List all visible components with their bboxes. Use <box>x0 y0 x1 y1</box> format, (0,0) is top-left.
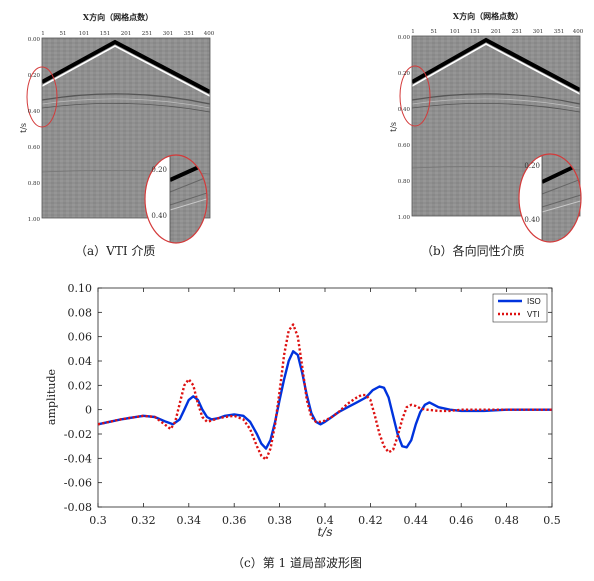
direct-wave-event <box>42 39 210 94</box>
x-tick-label: 301 <box>163 31 174 37</box>
x-tick-label: 151 <box>100 31 111 37</box>
x-tick-label: 0.38 <box>267 514 292 527</box>
inset-tick-2: 0.40 <box>151 212 167 220</box>
panel-caption-b: （b）各向同性介质 <box>421 244 525 258</box>
x-tick-label: 51 <box>60 31 67 37</box>
x-tick-label: 0.4 <box>316 514 334 527</box>
direct-wave-event-halo <box>42 45 210 97</box>
y-tick-label: 0.00 <box>28 37 41 43</box>
x-tick-label: 51 <box>431 29 438 35</box>
seismic-panel-a: 0.20 0.40 X方向（网格点数） 1 51 101 151 201 251… <box>0 0 297 265</box>
reflection-event-3 <box>412 102 580 113</box>
x-tick-label: 0.5 <box>543 514 561 527</box>
x-tick-label: 400 <box>573 29 584 35</box>
reflection-event-2 <box>42 98 210 109</box>
x-tick-label: 0.32 <box>131 514 156 527</box>
y-tick-label: 0 <box>85 404 92 417</box>
x-tick-label: 301 <box>533 29 544 35</box>
x-tick-label: 400 <box>204 31 215 37</box>
y-axis-label: t/s <box>19 123 28 133</box>
x-tick-labels: 1 51 101 151 201 251 301 351 400 <box>411 29 583 35</box>
x-tick-label: 251 <box>142 31 153 37</box>
y-tick-label: 1.00 <box>28 217 41 223</box>
y-tick-label: 0.40 <box>28 109 41 115</box>
x-tick-label: 101 <box>450 29 461 35</box>
y-tick-label: 0.40 <box>398 107 411 113</box>
x-tick-label: 0.3 <box>89 514 107 527</box>
y-tick-label: 1.00 <box>398 215 411 221</box>
y-tick-label: 0.20 <box>28 73 41 79</box>
inset-tick-2: 0.40 <box>524 216 540 224</box>
x-axis-header: X方向（网格点数） <box>83 12 153 22</box>
inset-tick-1: 0.20 <box>524 162 540 170</box>
highlight-ellipse <box>26 66 58 128</box>
x-tick-label: 1 <box>411 29 415 35</box>
y-tick-labels: 0.00 0.20 0.40 0.60 0.80 1.00 <box>28 37 41 223</box>
x-axis-ticks: 0.3 0.32 0.34 0.36 0.38 0.4 0.42 0.44 0.46 0.48 0.… <box>89 288 561 527</box>
y-tick-label: 0.02 <box>68 379 93 392</box>
legend-box <box>492 293 548 323</box>
y-tick-label: -0.02 <box>64 428 92 441</box>
y-tick-label: 0.10 <box>68 282 93 295</box>
y-axis-ticks: 0.10 0.08 0.06 0.04 0.02 0 -0.02 -0.04 -0.06 -0.0… <box>64 282 552 514</box>
legend: ISO VTI <box>492 293 548 323</box>
y-tick-label: -0.08 <box>64 501 92 514</box>
seismic-panel-b: 0.20 0.40 X方向（网格点数） 1 51 101 151 201 251… <box>297 0 594 265</box>
x-tick-label: 201 <box>491 29 502 35</box>
y-tick-label: -0.04 <box>64 452 92 465</box>
x-tick-label: 201 <box>121 31 132 37</box>
reflection-event-1 <box>42 93 210 105</box>
x-tick-label: 251 <box>512 29 523 35</box>
legend-label-iso: ISO <box>527 297 541 306</box>
x-tick-label: 0.42 <box>358 514 383 527</box>
y-tick-label: 0.08 <box>68 306 93 319</box>
y-tick-labels: 0.00 0.20 0.40 0.60 0.80 1.00 <box>398 35 411 221</box>
plot-area <box>97 287 553 508</box>
seismic-panel-a-svg: 0.20 0.40 X方向（网格点数） 1 51 101 151 201 251… <box>19 12 215 244</box>
x-tick-label: 0.44 <box>404 514 429 527</box>
x-tick-label: 101 <box>79 31 90 37</box>
x-tick-label: 0.46 <box>449 514 474 527</box>
direct-wave-event <box>412 37 580 92</box>
reflection-event-1 <box>412 93 580 105</box>
waveform-chart: 0.10 0.08 0.06 0.04 0.02 0 -0.02 -0.04 -0.06 -0.0… <box>0 270 594 577</box>
series-layer <box>97 323 552 461</box>
panel-caption-a: （a）VTI 介质 <box>75 244 156 258</box>
y-tick-label: 0.06 <box>68 331 93 344</box>
x-tick-label: 351 <box>554 29 565 35</box>
legend-label-vti: VTI <box>527 310 539 319</box>
x-axis-label: t/s <box>317 525 332 539</box>
highlight-ellipse <box>399 65 431 127</box>
panel-caption-c: （c）第 1 道局部波形图 <box>232 556 362 570</box>
reflection-event-3 <box>42 102 210 113</box>
inset-tick-1: 0.20 <box>151 166 167 174</box>
reflection-event-2 <box>412 98 580 109</box>
y-axis-label: amplitude <box>45 369 58 425</box>
y-tick-label: 0.20 <box>398 71 411 77</box>
y-tick-label: 0.00 <box>398 35 411 41</box>
y-tick-label: 0.60 <box>398 143 411 149</box>
y-tick-label: 0.04 <box>68 355 93 368</box>
seismic-panel-b-svg: 0.20 0.40 X方向（网格点数） 1 51 101 151 201 251… <box>389 11 584 243</box>
x-tick-labels: 1 51 101 151 201 251 301 351 400 <box>41 31 214 37</box>
zoom-inset: 0.20 0.40 <box>144 154 208 244</box>
y-tick-label: -0.06 <box>64 477 92 490</box>
waveform-chart-svg: 0.10 0.08 0.06 0.04 0.02 0 -0.02 -0.04 -0.06 -0.0… <box>45 282 561 539</box>
x-tick-label: 1 <box>41 31 45 37</box>
zoom-inset: 0.20 0.40 <box>518 153 582 243</box>
x-tick-label: 0.36 <box>222 514 247 527</box>
direct-wave-event-halo <box>412 43 580 95</box>
y-tick-label: 0.60 <box>28 145 41 151</box>
x-tick-label: 0.34 <box>177 514 202 527</box>
x-tick-label: 351 <box>184 31 195 37</box>
y-axis-label: t/s <box>389 122 398 132</box>
x-axis-header: X方向（网格点数） <box>453 11 523 21</box>
x-tick-label: 151 <box>470 29 481 35</box>
series-line-vti <box>97 323 552 461</box>
y-tick-label: 0.80 <box>28 181 41 187</box>
y-tick-label: 0.80 <box>398 179 411 185</box>
x-tick-label: 0.48 <box>494 514 519 527</box>
